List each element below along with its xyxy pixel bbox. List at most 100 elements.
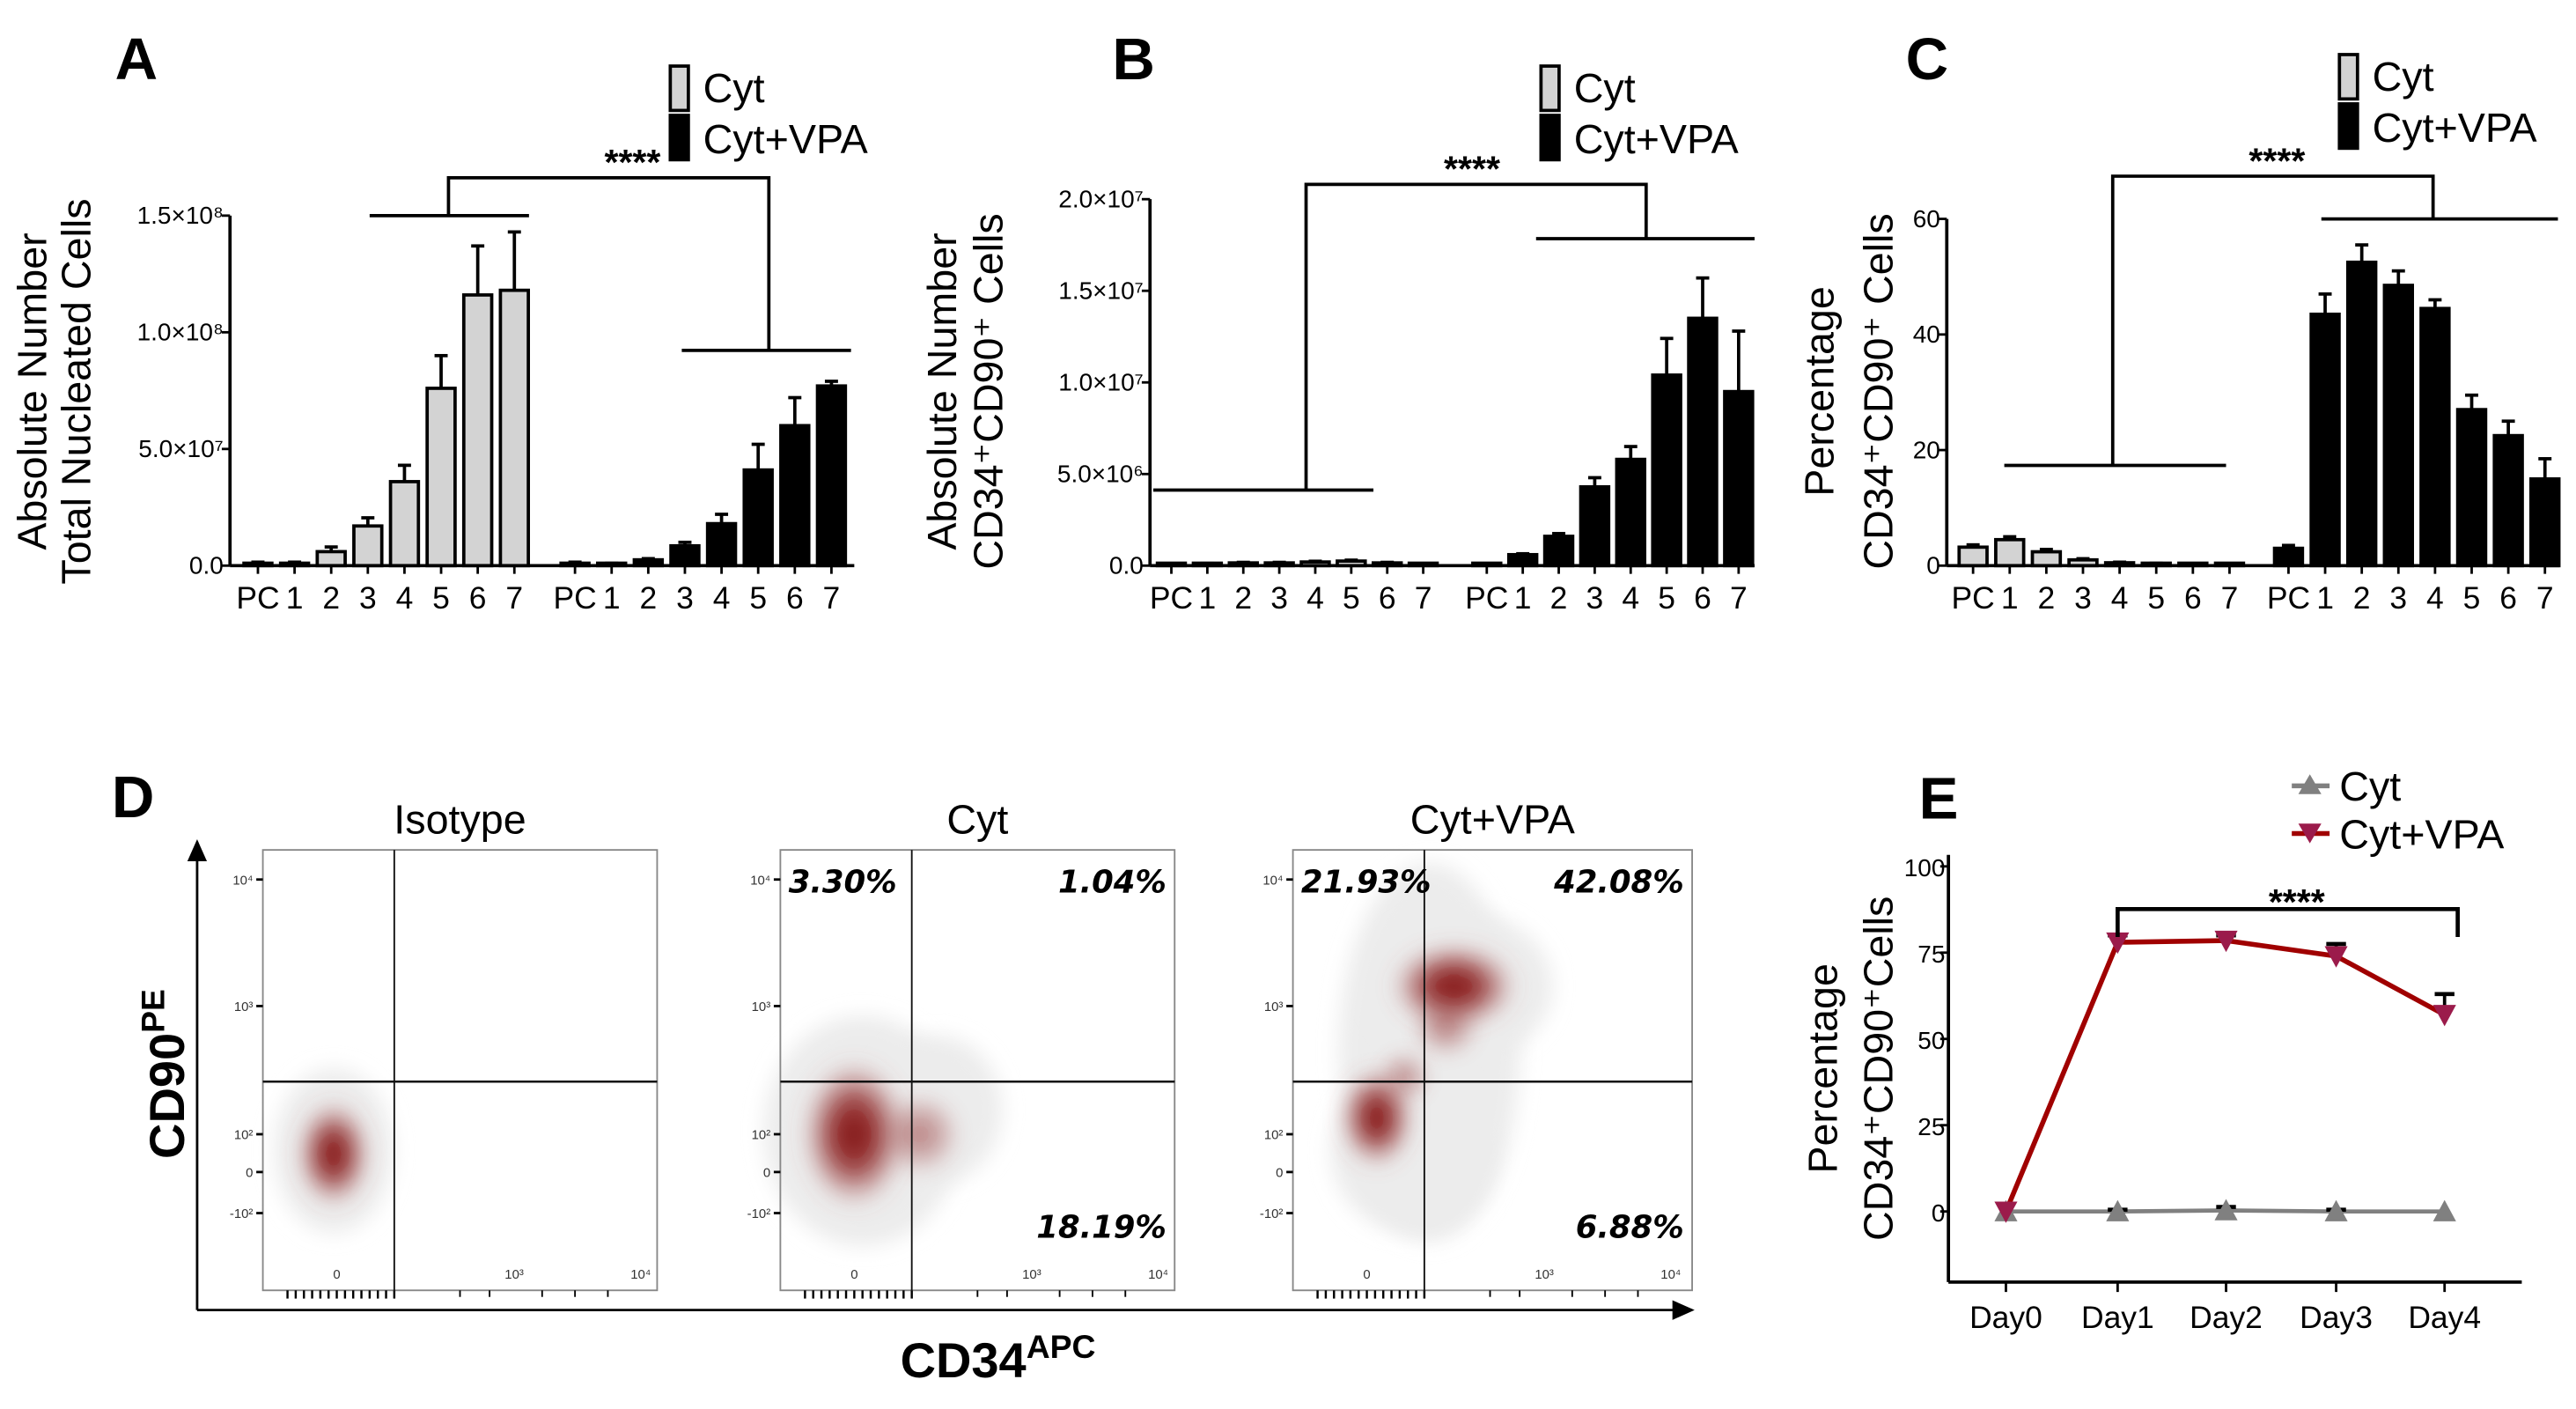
data-point-cyt	[2432, 1199, 2456, 1221]
bar-cyt-5	[1336, 559, 1367, 568]
y-tick-label: 0	[246, 1165, 253, 1180]
y-axis-label-line1: Percentage	[1800, 963, 1845, 1174]
bar-cyt-2	[315, 550, 347, 568]
panel-a: A 0.0 5.0×10⁷ 1.0×10⁸ 1.5×10⁸ Absolute Number…	[9, 26, 868, 616]
y-tick-label: 10³	[752, 1000, 771, 1014]
quadrant-ur-percent: 1.04%	[1058, 865, 1167, 901]
legend-label: Cyt+VPA	[703, 116, 869, 162]
bar-cyt-vpa-pc	[559, 561, 591, 568]
bar-cyt-vpa-1	[1506, 552, 1539, 568]
bar-cyt-pc	[242, 561, 274, 568]
panel-label: A	[115, 26, 158, 92]
y-tick-label: 10³	[234, 1000, 254, 1014]
density-core	[1412, 998, 1479, 1058]
significance-stars: ****	[1444, 149, 1500, 189]
y-tick-label: -10²	[747, 1206, 771, 1221]
x-tick-label: Day2	[2190, 1300, 2263, 1335]
data-point-cyt	[2214, 1199, 2238, 1221]
y-tick-label: 5.0×10⁷	[138, 435, 224, 462]
data-point-cyt-vpa	[2324, 946, 2348, 968]
flow-plot-title: Cyt+VPA	[1410, 796, 1576, 842]
x-tick-label: 0	[1363, 1267, 1370, 1282]
x-tick-label: 3	[676, 580, 694, 616]
x-tick-label: 3	[1270, 580, 1288, 616]
panel-d: D CD90PE CD34APC Isotype 10⁴ 10³ 10² 0 -10² 0 1…	[112, 764, 1695, 1388]
bar-cyt-pc	[1155, 561, 1188, 568]
y-axis-label-line2: Total Nucleated Cells	[54, 198, 99, 584]
bar-cyt-7	[1407, 561, 1439, 568]
bar-cyt-vpa-6	[1687, 316, 1719, 568]
x-tick-label: 7	[2221, 580, 2239, 616]
x-tick-label: 3	[359, 580, 377, 616]
x-tick-label: 7	[1730, 580, 1748, 616]
x-tick-label: 2	[639, 580, 657, 616]
bar-cyt-vpa-3	[1579, 484, 1611, 568]
bar-cyt-vpa-4	[2419, 306, 2451, 568]
legend-label: Cyt+VPA	[2373, 105, 2538, 151]
y-tick-label: 0	[1926, 552, 1940, 579]
bar-cyt-vpa-1	[2309, 312, 2341, 568]
x-tick-label: 6	[1694, 580, 1711, 616]
x-tick-label: 5	[1658, 580, 1675, 616]
bar-cyt-vpa-5	[742, 468, 774, 568]
x-tick-label: 3	[2389, 580, 2407, 616]
bar-cyt-vpa-4	[705, 521, 738, 568]
data-point-cyt-vpa	[2106, 932, 2130, 955]
y-tick-label: 10³	[1264, 1000, 1284, 1014]
x-tick-label: Day1	[2081, 1300, 2154, 1335]
legend-label: Cyt+VPA	[1574, 116, 1740, 162]
y-tick-label: 0	[1276, 1165, 1283, 1180]
y-axis-label: CD90PE	[135, 989, 195, 1159]
significance-bracket	[2004, 174, 2558, 468]
bar-cyt-6	[2177, 561, 2209, 568]
bar-cyt-vpa-4	[1615, 457, 1646, 568]
y-axis-label-line1: Percentage	[1797, 286, 1843, 497]
significance-stars: ****	[2248, 140, 2305, 181]
x-tick-label: 6	[786, 580, 804, 616]
flow-plot-isotype: Isotype 10⁴ 10³ 10² 0 -10² 0 10³ 10⁴	[230, 796, 659, 1299]
plot-frame	[1292, 849, 1693, 1292]
x-tick-label: 7	[1415, 580, 1432, 616]
bar-cyt-7	[2213, 561, 2246, 568]
legend-marker	[2298, 823, 2322, 844]
x-tick-label: 10³	[1022, 1267, 1041, 1282]
panel-label: C	[1906, 26, 1949, 92]
x-tick-label: 1	[1199, 580, 1217, 616]
x-tick-label: 10⁴	[630, 1267, 651, 1282]
panel-e: E 0 25 50 75 100 Day0 Day1 Day2 Day3 Day4 Percentag…	[1800, 764, 2522, 1335]
bar-cyt-vpa-2	[1542, 535, 1575, 568]
density-core	[297, 1101, 370, 1207]
data-point-cyt-vpa	[2432, 1005, 2456, 1027]
bar-cyt-vpa-2	[632, 557, 665, 568]
bar-cyt-vpa-6	[779, 424, 811, 568]
y-tick-label: 5.0×10⁶	[1057, 461, 1144, 488]
y-tick-label: 0	[763, 1165, 770, 1180]
x-tick-label: 3	[1586, 580, 1604, 616]
bar-cyt-vpa-6	[2492, 433, 2524, 568]
x-tick-label: 5	[1343, 580, 1360, 616]
x-tick-label: 2	[322, 580, 340, 616]
x-tick-label: PC	[554, 580, 597, 616]
y-tick-label: 20	[1913, 436, 1940, 463]
y-axis-label-line1: Absolute Number	[9, 232, 55, 550]
y-tick-label: 40	[1913, 321, 1940, 348]
legend-swatch	[668, 114, 690, 162]
x-tick-label: 4	[1306, 580, 1324, 616]
legend-swatch	[2337, 53, 2359, 101]
significance-stars: ****	[604, 142, 660, 182]
bar-cyt-2	[2030, 550, 2063, 568]
y-tick-label: 50	[1917, 1027, 1945, 1054]
x-tick-label: 10³	[1535, 1267, 1554, 1282]
y-tick-label: 10²	[234, 1128, 254, 1143]
flow-plot-title: Cyt	[946, 796, 1008, 842]
y-tick-label: 2.0×10⁷	[1058, 186, 1144, 213]
y-tick-label: 0	[1932, 1199, 1946, 1227]
y-axis-label-line2: CD34⁺CD90⁺ Cells	[1856, 213, 1902, 569]
legend-swatch	[2337, 102, 2359, 151]
bar-cyt-1	[278, 561, 311, 568]
bar-cyt-vpa-7	[1723, 389, 1755, 568]
y-tick-label: 60	[1913, 205, 1940, 232]
x-tick-label: Day0	[1969, 1300, 2042, 1335]
x-tick-label: 2	[2038, 580, 2056, 616]
